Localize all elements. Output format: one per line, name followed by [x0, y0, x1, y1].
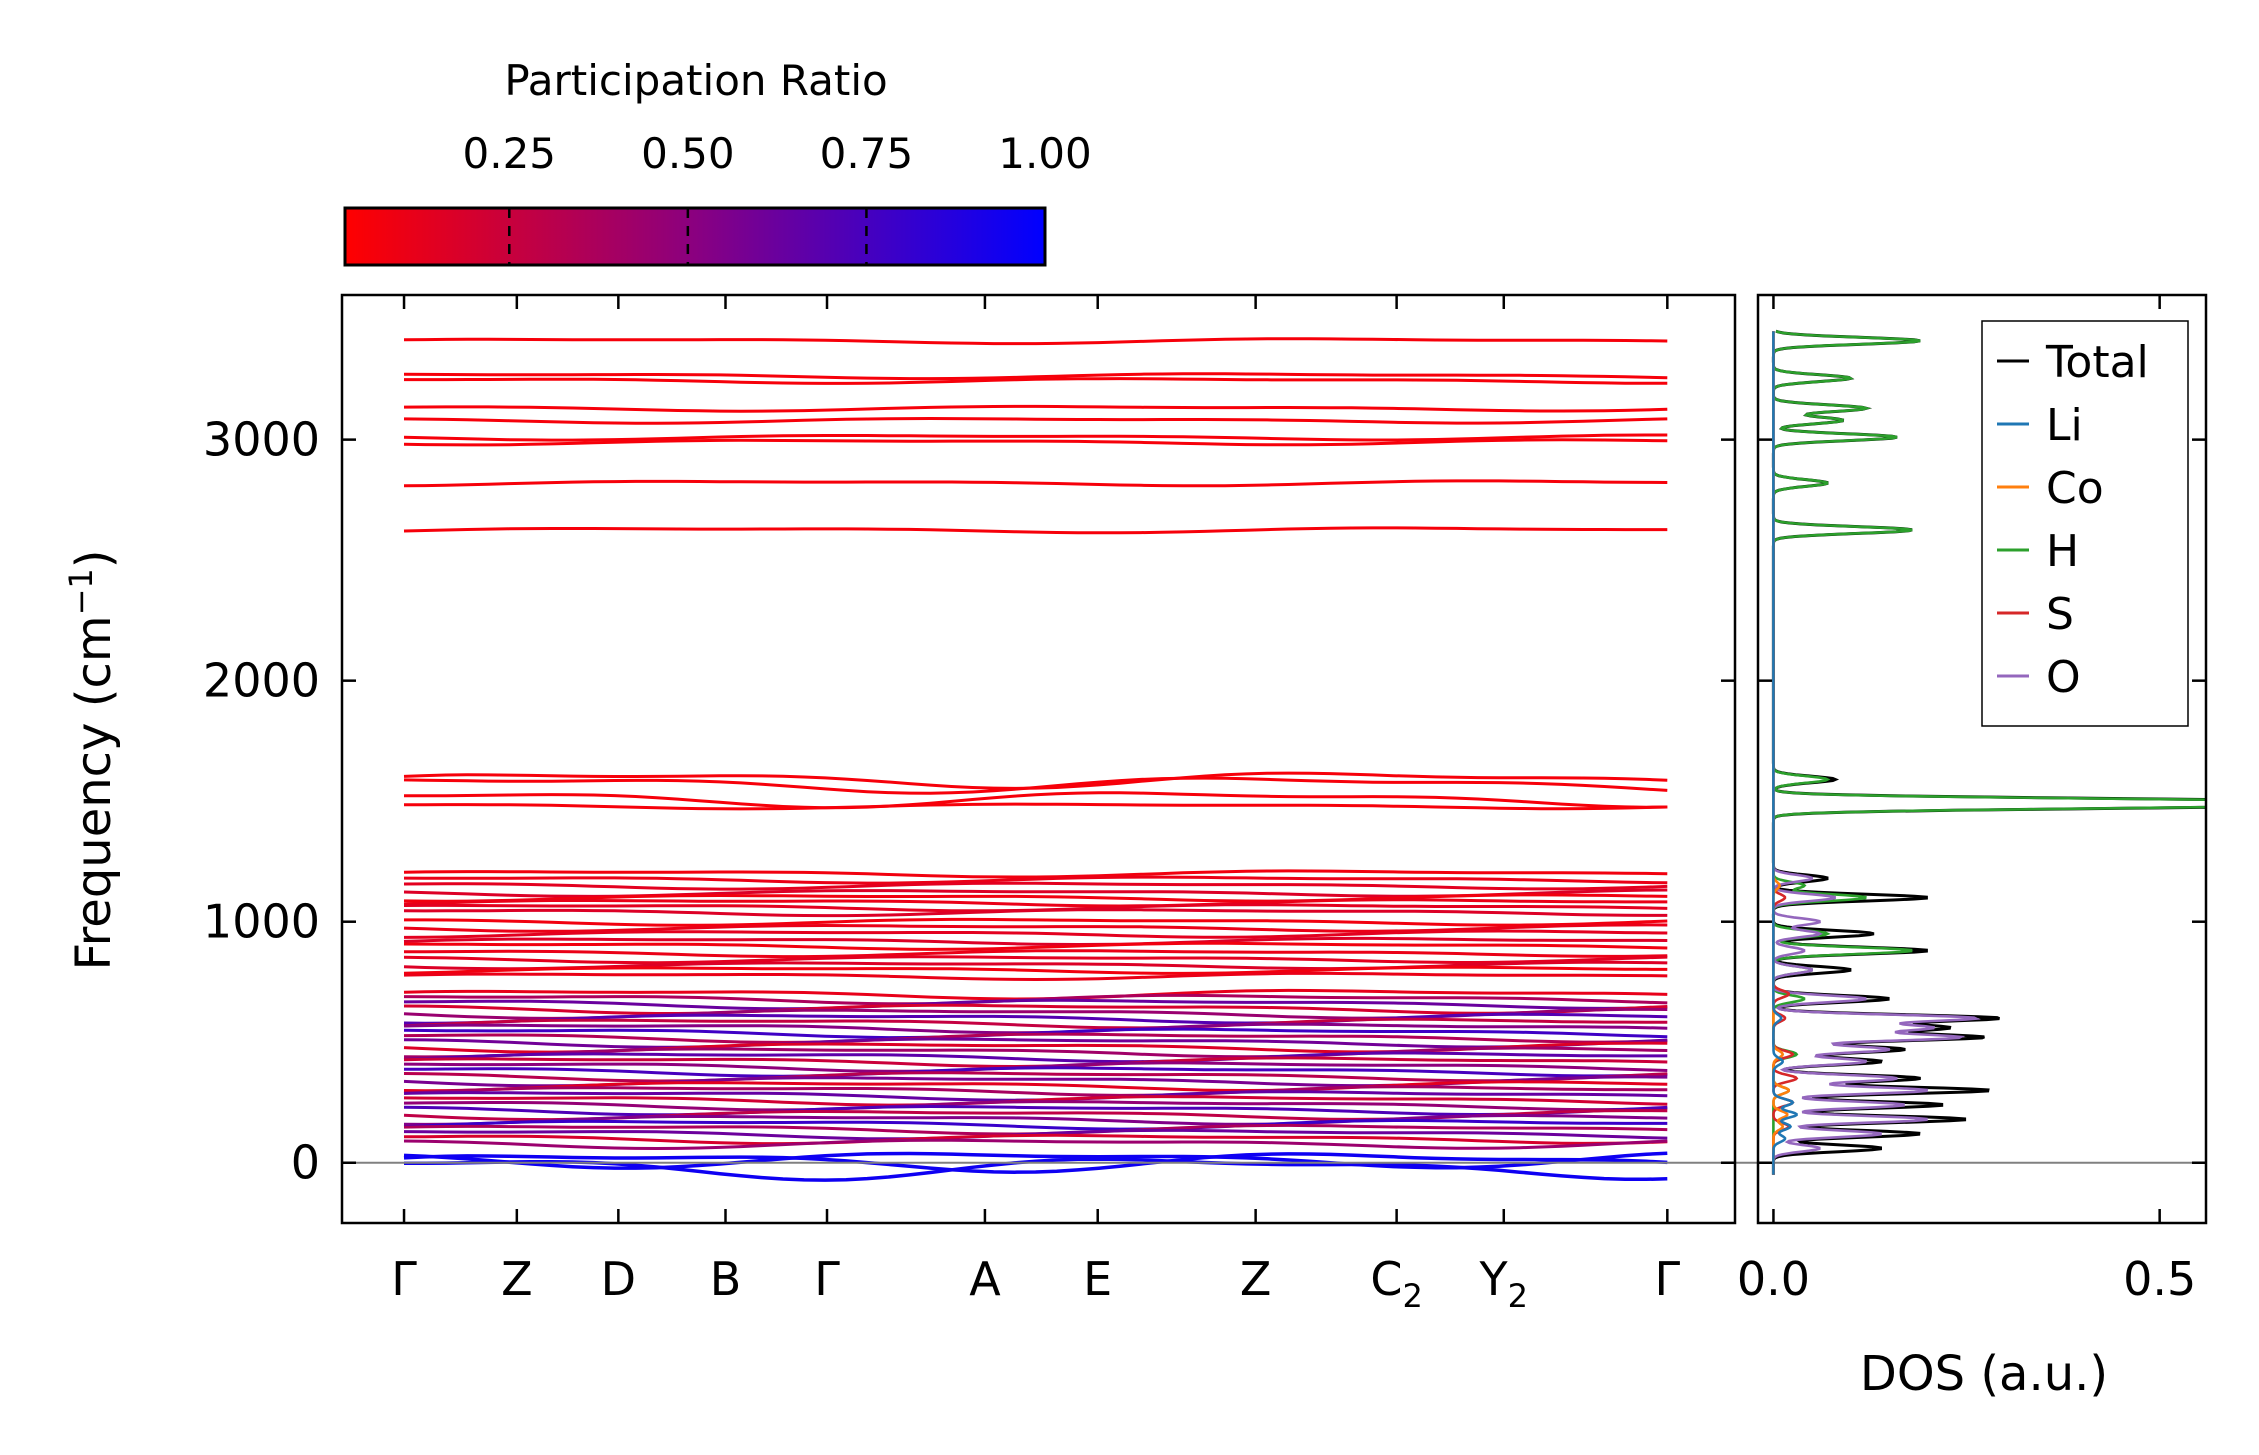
phonon-band: [403, 479, 1668, 488]
dos-x-tick-label: 0.0: [1737, 1252, 1810, 1306]
phonon-band: [403, 1152, 1668, 1174]
phonon-band: [403, 1138, 1668, 1151]
dos-curves: [1771, 329, 2206, 1175]
phonon-band: [403, 433, 1668, 442]
legend-label: H: [2046, 526, 2079, 577]
phonon-band: [403, 1113, 1668, 1126]
k-point-label: Γ: [814, 1252, 840, 1306]
phonon-band: [403, 908, 1668, 918]
colorbar-title: Participation Ratio: [504, 56, 887, 105]
dos-plot-frame: [1756, 293, 2208, 1225]
phonon-band: [403, 1012, 1668, 1025]
phonon-band: [403, 802, 1668, 811]
phonon-band: [403, 1037, 1668, 1049]
phonon-band: [403, 1080, 1668, 1093]
phonon-band: [403, 965, 1668, 975]
phonon-band: [403, 1104, 1668, 1117]
colorbar-gradient: [343, 206, 1047, 267]
k-point-label: B: [710, 1252, 742, 1306]
dos-x-axis-label: DOS (a.u.): [1860, 1346, 2108, 1402]
k-point-label: E: [1083, 1252, 1112, 1306]
colorbar-tick-labels: 0.25 0.50 0.75 1.00: [463, 129, 1092, 178]
k-point-label: Y2: [1479, 1252, 1528, 1315]
k-point-label: D: [601, 1252, 636, 1306]
phonon-band: [404, 917, 1668, 927]
band-plot-frame: [340, 293, 1737, 1225]
legend-frame: [1981, 320, 2189, 727]
phonon-band: [403, 869, 1668, 879]
phonon-band: [403, 929, 1668, 939]
dos-panel: 0.0 0.5 DOS (a.u.) Total Li Co HSO: [1737, 293, 2208, 1402]
band-y-tick-label: 3000: [203, 413, 320, 467]
phonon-band: [403, 875, 1668, 885]
legend-label: Co: [2046, 463, 2104, 514]
phonon-band: [403, 881, 1668, 891]
phonon-band: [403, 1003, 1668, 1015]
dos-curve-li: [1772, 331, 1798, 1175]
legend-label: Li: [2046, 400, 2083, 451]
legend-label: S: [2046, 589, 2074, 640]
colorbar-tick-label: 0.50: [641, 129, 735, 178]
phonon-band: [403, 1017, 1668, 1030]
phonon-band: [403, 791, 1668, 810]
phonon-band: [403, 1151, 1668, 1170]
phonon-band: [403, 955, 1668, 965]
band-y-tick-label: 1000: [203, 895, 320, 949]
phonon-band: [403, 936, 1668, 947]
phonon-band: [403, 1051, 1668, 1064]
phonon-band: [403, 776, 1668, 795]
colorbar-tick-label: 0.75: [820, 129, 914, 178]
k-point-label: Z: [1240, 1252, 1272, 1306]
phonon-band: [403, 893, 1668, 903]
phonon-band: [403, 526, 1668, 535]
k-point-label: Γ: [391, 1252, 417, 1306]
band-y-ticks: 0 1000 2000 3000: [203, 413, 1735, 1190]
phonon-band: [403, 898, 1668, 908]
k-point-label: A: [969, 1252, 1001, 1306]
phonon-band: [403, 1032, 1668, 1044]
phonon-band: [403, 998, 1668, 1011]
dos-curve-o: [1772, 331, 1981, 1175]
colorbar-ticks: [508, 208, 868, 265]
phonon-band: [403, 1085, 1668, 1097]
phonon-band: [403, 337, 1668, 346]
phonon-band: [403, 372, 1668, 381]
k-point-label: Γ: [1655, 1252, 1681, 1306]
colorbar-tick-label: 1.00: [998, 129, 1092, 178]
dos-x-tick-label: 0.5: [2123, 1252, 2196, 1306]
band-k-point-ticks: Γ Z D B Γ A E Z C2 Y2 Γ: [391, 295, 1681, 1315]
band-y-tick-label: 2000: [203, 654, 320, 708]
k-point-label: C2: [1370, 1252, 1422, 1315]
phonon-band: [403, 1133, 1668, 1146]
phonon-band: [403, 438, 1668, 447]
dos-legend: Total Li Co HSO: [1981, 320, 2189, 727]
phonon-band: [403, 416, 1668, 425]
phonon-band: [403, 1119, 1668, 1131]
k-point-label: Z: [501, 1252, 533, 1306]
dos-ticks: 0.0 0.5: [1737, 295, 2206, 1306]
phonon-band: [403, 1046, 1668, 1059]
phonon-band: [403, 941, 1668, 951]
phonon-band: [403, 1071, 1668, 1083]
phonon-band: [403, 971, 1668, 982]
colorbar: Participation Ratio 0.25 0.50 0.75 1.00: [343, 56, 1092, 267]
phonon-band: [403, 949, 1668, 959]
phonon-band: [403, 404, 1668, 413]
phonon-band: [404, 377, 1668, 385]
phonon-band: [403, 1066, 1668, 1078]
phonon-band: [403, 923, 1668, 933]
legend-label: O: [2046, 652, 2081, 703]
band-structure-panel: 0 1000 2000 3000 Γ Z D B Γ A E Z C2 Y2 Γ Frequency (c…: [62, 293, 2206, 1315]
colorbar-tick-label: 0.25: [463, 129, 557, 178]
phonon-band: [403, 1100, 1668, 1112]
band-y-tick-label: 0: [291, 1136, 320, 1190]
y-axis-label: Frequency (cm−1): [62, 549, 122, 970]
phonon-bands: [403, 337, 1668, 1182]
legend-label: Total: [2045, 337, 2149, 388]
